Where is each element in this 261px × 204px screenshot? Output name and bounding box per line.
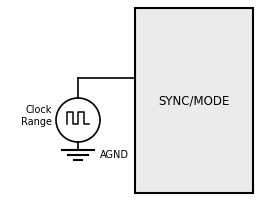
Text: SYNC/MODE: SYNC/MODE [158, 94, 230, 107]
Bar [135, 8, 253, 193]
Text: Clock
Range: Clock Range [21, 105, 52, 127]
Text: AGND: AGND [100, 150, 129, 160]
